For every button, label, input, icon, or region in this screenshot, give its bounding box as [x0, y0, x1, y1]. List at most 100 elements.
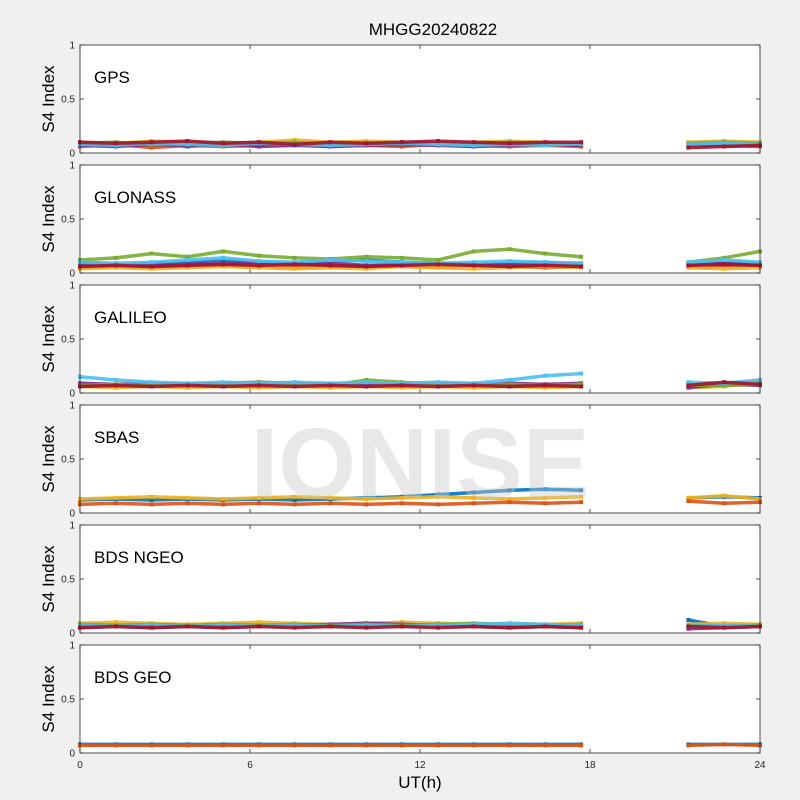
data-point: [292, 262, 297, 267]
data-point: [221, 625, 226, 630]
x-tick-label: 18: [584, 760, 596, 771]
data-point: [256, 263, 261, 268]
data-point: [471, 266, 476, 271]
data-point: [328, 624, 333, 629]
data-point: [435, 262, 440, 267]
data-point: [221, 502, 226, 507]
data-point: [221, 497, 226, 501]
data-point: [256, 383, 261, 388]
data-point: [471, 143, 476, 148]
data-point: [435, 380, 440, 385]
data-point: [435, 625, 440, 630]
y-tick-label: 0.5: [61, 335, 75, 346]
data-point: [686, 380, 691, 385]
data-point: [256, 385, 261, 390]
data-point: [400, 263, 405, 268]
data-point: [113, 385, 118, 390]
data-point: [722, 742, 727, 747]
data-point: [292, 266, 297, 271]
data-point: [221, 143, 226, 148]
data-point: [435, 494, 440, 499]
data-point: [686, 265, 691, 270]
data-point: [292, 138, 297, 142]
data-point: [686, 626, 691, 631]
data-point: [364, 141, 369, 146]
data-point: [579, 625, 584, 630]
data-point: [149, 140, 154, 145]
y-tick-label: 0.5: [61, 95, 75, 106]
data-point: [292, 625, 297, 630]
data-point: [722, 383, 727, 388]
data-point: [579, 140, 584, 145]
data-point: [221, 141, 226, 146]
data-point: [507, 259, 512, 264]
data-point: [471, 140, 476, 145]
data-point: [400, 743, 405, 748]
data-point: [400, 381, 405, 386]
data-point: [471, 383, 476, 388]
data-point: [686, 385, 691, 390]
data-point: [722, 262, 727, 267]
data-point: [149, 623, 154, 628]
data-point: [543, 263, 548, 268]
data-point: [185, 142, 190, 147]
data-point: [328, 385, 333, 390]
data-point: [471, 385, 476, 390]
data-point: [113, 378, 118, 382]
y-tick-label: 0: [69, 749, 75, 760]
x-tick-label: 24: [754, 760, 766, 771]
data-point: [364, 380, 369, 385]
data-point: [507, 384, 512, 389]
data-point: [543, 260, 548, 265]
constellation-label: GLONASS: [94, 188, 176, 207]
y-axis-label: S4 Index: [39, 425, 58, 493]
data-point: [149, 380, 154, 385]
data-point: [400, 144, 405, 149]
data-point: [149, 498, 154, 502]
data-point: [328, 140, 333, 145]
data-point: [185, 260, 190, 265]
data-point: [221, 623, 226, 628]
data-point: [221, 380, 226, 385]
data-point: [256, 144, 261, 149]
data-point: [256, 624, 261, 629]
data-point: [221, 255, 226, 260]
data-point: [149, 625, 154, 630]
data-point: [364, 139, 369, 144]
figure-title: MHGG20240822: [369, 20, 498, 39]
data-point: [722, 255, 727, 260]
data-point: [256, 495, 261, 500]
y-tick-label: 0: [69, 269, 75, 280]
data-point: [722, 621, 727, 626]
data-point: [185, 385, 190, 390]
series-6: [78, 255, 762, 266]
x-tick-label: 6: [247, 760, 253, 771]
data-point: [149, 251, 154, 256]
data-point: [328, 258, 333, 262]
data-point: [471, 381, 476, 386]
data-point: [364, 384, 369, 389]
data-point: [364, 259, 369, 264]
data-point: [364, 743, 369, 748]
data-point: [579, 382, 584, 387]
data-point: [113, 263, 118, 268]
data-point: [364, 266, 369, 271]
data-point: [113, 743, 118, 748]
data-point: [149, 743, 154, 748]
data-point: [185, 263, 190, 268]
data-point: [543, 385, 548, 390]
data-point: [579, 494, 584, 499]
data-point: [579, 743, 584, 748]
panel-2: 0 0.5 1 S4 Index GLONASS: [39, 161, 762, 280]
y-tick-label: 1: [69, 281, 75, 292]
data-point: [507, 382, 512, 387]
data-point: [722, 623, 727, 628]
data-point: [328, 263, 333, 268]
data-point: [328, 501, 333, 506]
data-point: [185, 265, 190, 270]
data-point: [400, 140, 405, 145]
data-point: [400, 383, 405, 388]
series-3: [78, 499, 762, 507]
data-point: [507, 488, 512, 493]
data-point: [686, 618, 691, 622]
